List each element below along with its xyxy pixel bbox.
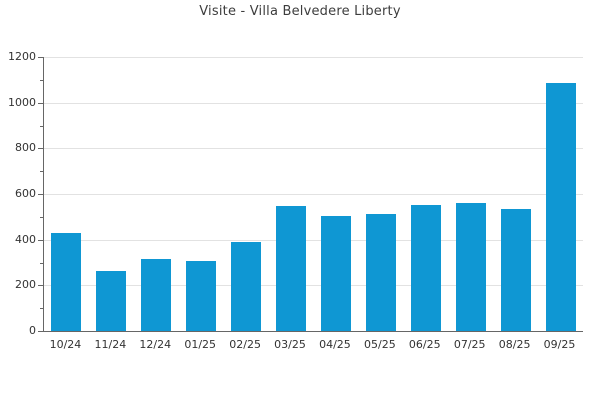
y-axis-tick-label: 200 bbox=[15, 278, 36, 292]
bar bbox=[276, 206, 307, 331]
y-axis-tick bbox=[38, 331, 43, 332]
bar bbox=[455, 202, 486, 331]
chart-title: Visite - Villa Belvedere Liberty bbox=[199, 4, 401, 19]
bar bbox=[141, 259, 172, 331]
gridline bbox=[44, 239, 583, 241]
gridline bbox=[44, 194, 583, 195]
x-axis-tick-label: 11/24 bbox=[94, 338, 127, 351]
y-axis-tick bbox=[38, 194, 43, 195]
y-axis-minor-tick bbox=[40, 308, 43, 310]
gridline bbox=[44, 57, 583, 58]
gridline bbox=[44, 148, 583, 150]
y-axis-tick bbox=[38, 239, 43, 241]
x-axis-tick-label: 03/25 bbox=[274, 338, 306, 351]
gridline bbox=[44, 285, 583, 287]
bar bbox=[186, 260, 217, 331]
y-axis-tick-label: 600 bbox=[15, 187, 36, 200]
bar bbox=[231, 241, 262, 331]
x-axis-tick-label: 07/25 bbox=[453, 338, 486, 351]
bar bbox=[545, 83, 576, 331]
x-axis-tick-label: 09/25 bbox=[543, 338, 576, 351]
y-axis-tick bbox=[38, 148, 43, 150]
x-axis-tick-label: 04/25 bbox=[319, 338, 351, 351]
bar bbox=[365, 214, 396, 331]
y-axis-minor-tick bbox=[40, 171, 43, 173]
y-axis-minor-tick bbox=[40, 79, 43, 81]
y-axis-tick-label: 1000 bbox=[8, 95, 36, 109]
bar bbox=[500, 209, 531, 331]
y-axis-tick-label: 400 bbox=[15, 232, 36, 246]
y-axis-tick-label: 0 bbox=[29, 324, 36, 337]
y-axis-tick bbox=[38, 57, 43, 58]
y-axis-minor-tick bbox=[40, 216, 43, 218]
bar bbox=[410, 205, 441, 331]
x-axis-tick-label: 06/25 bbox=[408, 338, 441, 351]
y-axis-tick-label: 800 bbox=[15, 141, 36, 155]
x-axis-tick-label: 10/24 bbox=[49, 338, 82, 351]
bar bbox=[96, 271, 127, 331]
y-axis-minor-tick bbox=[40, 262, 43, 264]
x-axis-tick-label: 01/25 bbox=[184, 338, 217, 351]
y-axis-minor-tick bbox=[40, 125, 43, 127]
x-axis-tick-label: 12/24 bbox=[139, 338, 172, 351]
y-axis-tick-label: 1200 bbox=[8, 50, 36, 63]
x-axis-tick-label: 08/25 bbox=[498, 338, 531, 351]
x-axis-tick-label: 05/25 bbox=[364, 338, 396, 351]
bar bbox=[320, 215, 351, 331]
x-axis-tick-label: 02/25 bbox=[229, 338, 261, 351]
gridline bbox=[44, 102, 583, 104]
bar bbox=[51, 232, 82, 331]
plot-area bbox=[43, 57, 583, 332]
y-axis-tick bbox=[38, 102, 43, 104]
y-axis-tick bbox=[38, 285, 43, 287]
